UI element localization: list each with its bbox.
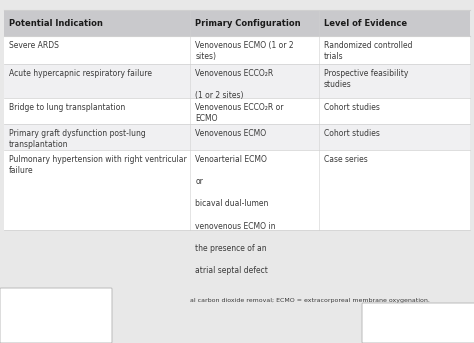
Text: jan, Amit K. et al.: jan, Amit K. et al. (4, 339, 52, 343)
Text: Rapid Eye M: Rapid Eye M (366, 309, 400, 314)
Text: al carbon dioxide removal; ECMO = extracorporeal membrane oxygenation.: al carbon dioxide removal; ECMO = extrac… (191, 298, 430, 303)
Bar (4, 150, 470, 230)
Text: Venoarterial ECMO

or

bicaval dual-lumen

venovenous ECMO in

the presence of a: Venoarterial ECMO or bicaval dual-lumen … (195, 155, 276, 275)
Text: wing: wing (4, 321, 17, 326)
Text: Cohort studies: Cohort studies (324, 129, 379, 138)
Text: Case series: Case series (324, 155, 367, 164)
Bar (4, 124, 470, 150)
Bar (4, 98, 470, 124)
Text: Severe ARDS: Severe ARDS (9, 41, 59, 50)
Text: Rodriguez, C: Rodriguez, C (366, 333, 401, 338)
Bar (4, 64, 470, 98)
Text: Acute hypercapnic respiratory failure: Acute hypercapnic respiratory failure (9, 69, 152, 78)
Bar (4, 36, 470, 64)
Text: Level of Evidence: Level of Evidence (324, 19, 407, 27)
FancyBboxPatch shape (362, 303, 474, 343)
Text: Behavior Dis: Behavior Dis (366, 321, 401, 326)
Text: Bridge to lung transplantation: Bridge to lung transplantation (9, 103, 125, 112)
Text: y Complications: y Complications (4, 312, 48, 317)
Text: Transplantation: Transplantation (4, 330, 47, 335)
Text: Cohort studies: Cohort studies (324, 103, 379, 112)
Text: Venovenous ECCO₂R

(1 or 2 sites): Venovenous ECCO₂R (1 or 2 sites) (195, 69, 273, 100)
Text: Venovenous ECMO (1 or 2
sites): Venovenous ECMO (1 or 2 sites) (195, 41, 294, 61)
Text: Primary Configuration: Primary Configuration (195, 19, 301, 27)
Text: Venovenous ECCO₂R or
ECMO: Venovenous ECCO₂R or ECMO (195, 103, 284, 123)
Text: Randomized controlled
trials: Randomized controlled trials (324, 41, 412, 61)
Bar (4, 10, 470, 36)
Text: Primary graft dysfunction post-lung
transplantation: Primary graft dysfunction post-lung tran… (9, 129, 146, 149)
Text: Potential Indication: Potential Indication (9, 19, 103, 27)
FancyBboxPatch shape (0, 288, 112, 343)
Text: Prospective feasibility
studies: Prospective feasibility studies (324, 69, 408, 89)
Text: Venovenous ECMO: Venovenous ECMO (195, 129, 266, 138)
Text: Diagnosis and: Diagnosis and (4, 294, 43, 299)
Text: gement of: gement of (4, 303, 33, 308)
Text: Pulmonary hypertension with right ventricular
failure: Pulmonary hypertension with right ventri… (9, 155, 187, 175)
